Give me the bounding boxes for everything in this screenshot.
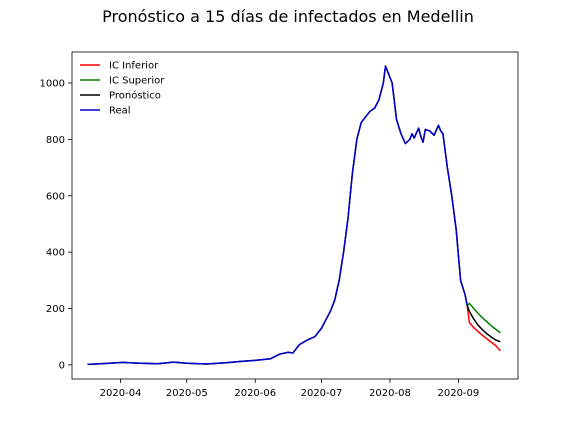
x-tick-label: 2020-06 (234, 388, 276, 399)
plot-area (71, 51, 519, 380)
x-tick-label: 2020-07 (301, 388, 343, 399)
x-tick-label: 2020-04 (100, 388, 142, 399)
series-line-ic-superior (466, 302, 501, 334)
y-tick-label: 600 (46, 191, 65, 202)
legend: IC Inferior IC Superior Pronóstico Real (80, 61, 165, 117)
x-axis: 2020-04 2020-05 2020-06 2020-07 2020-08 2020-… (100, 379, 479, 399)
legend-label: Real (109, 106, 131, 117)
y-tick-label: 200 (46, 304, 65, 315)
chart-title: Pronóstico a 15 días de infectados en Me… (102, 7, 474, 26)
y-tick-label: 0 (59, 360, 65, 371)
y-tick-label: 800 (46, 135, 65, 146)
y-tick-label: 1000 (40, 79, 65, 90)
y-tick-label: 400 (46, 248, 65, 259)
series-line-real (87, 65, 468, 366)
x-tick-label: 2020-08 (369, 388, 411, 399)
series-line-ic-inferior (466, 305, 501, 352)
y-axis: 0 200 400 600 800 1000 (40, 79, 72, 371)
x-tick-label: 2020-09 (437, 388, 479, 399)
series-layer (87, 65, 501, 366)
legend-label: IC Inferior (109, 61, 159, 72)
x-tick-label: 2020-05 (166, 388, 208, 399)
legend-label: IC Superior (109, 76, 165, 87)
legend-label: Pronóstico (109, 90, 161, 102)
